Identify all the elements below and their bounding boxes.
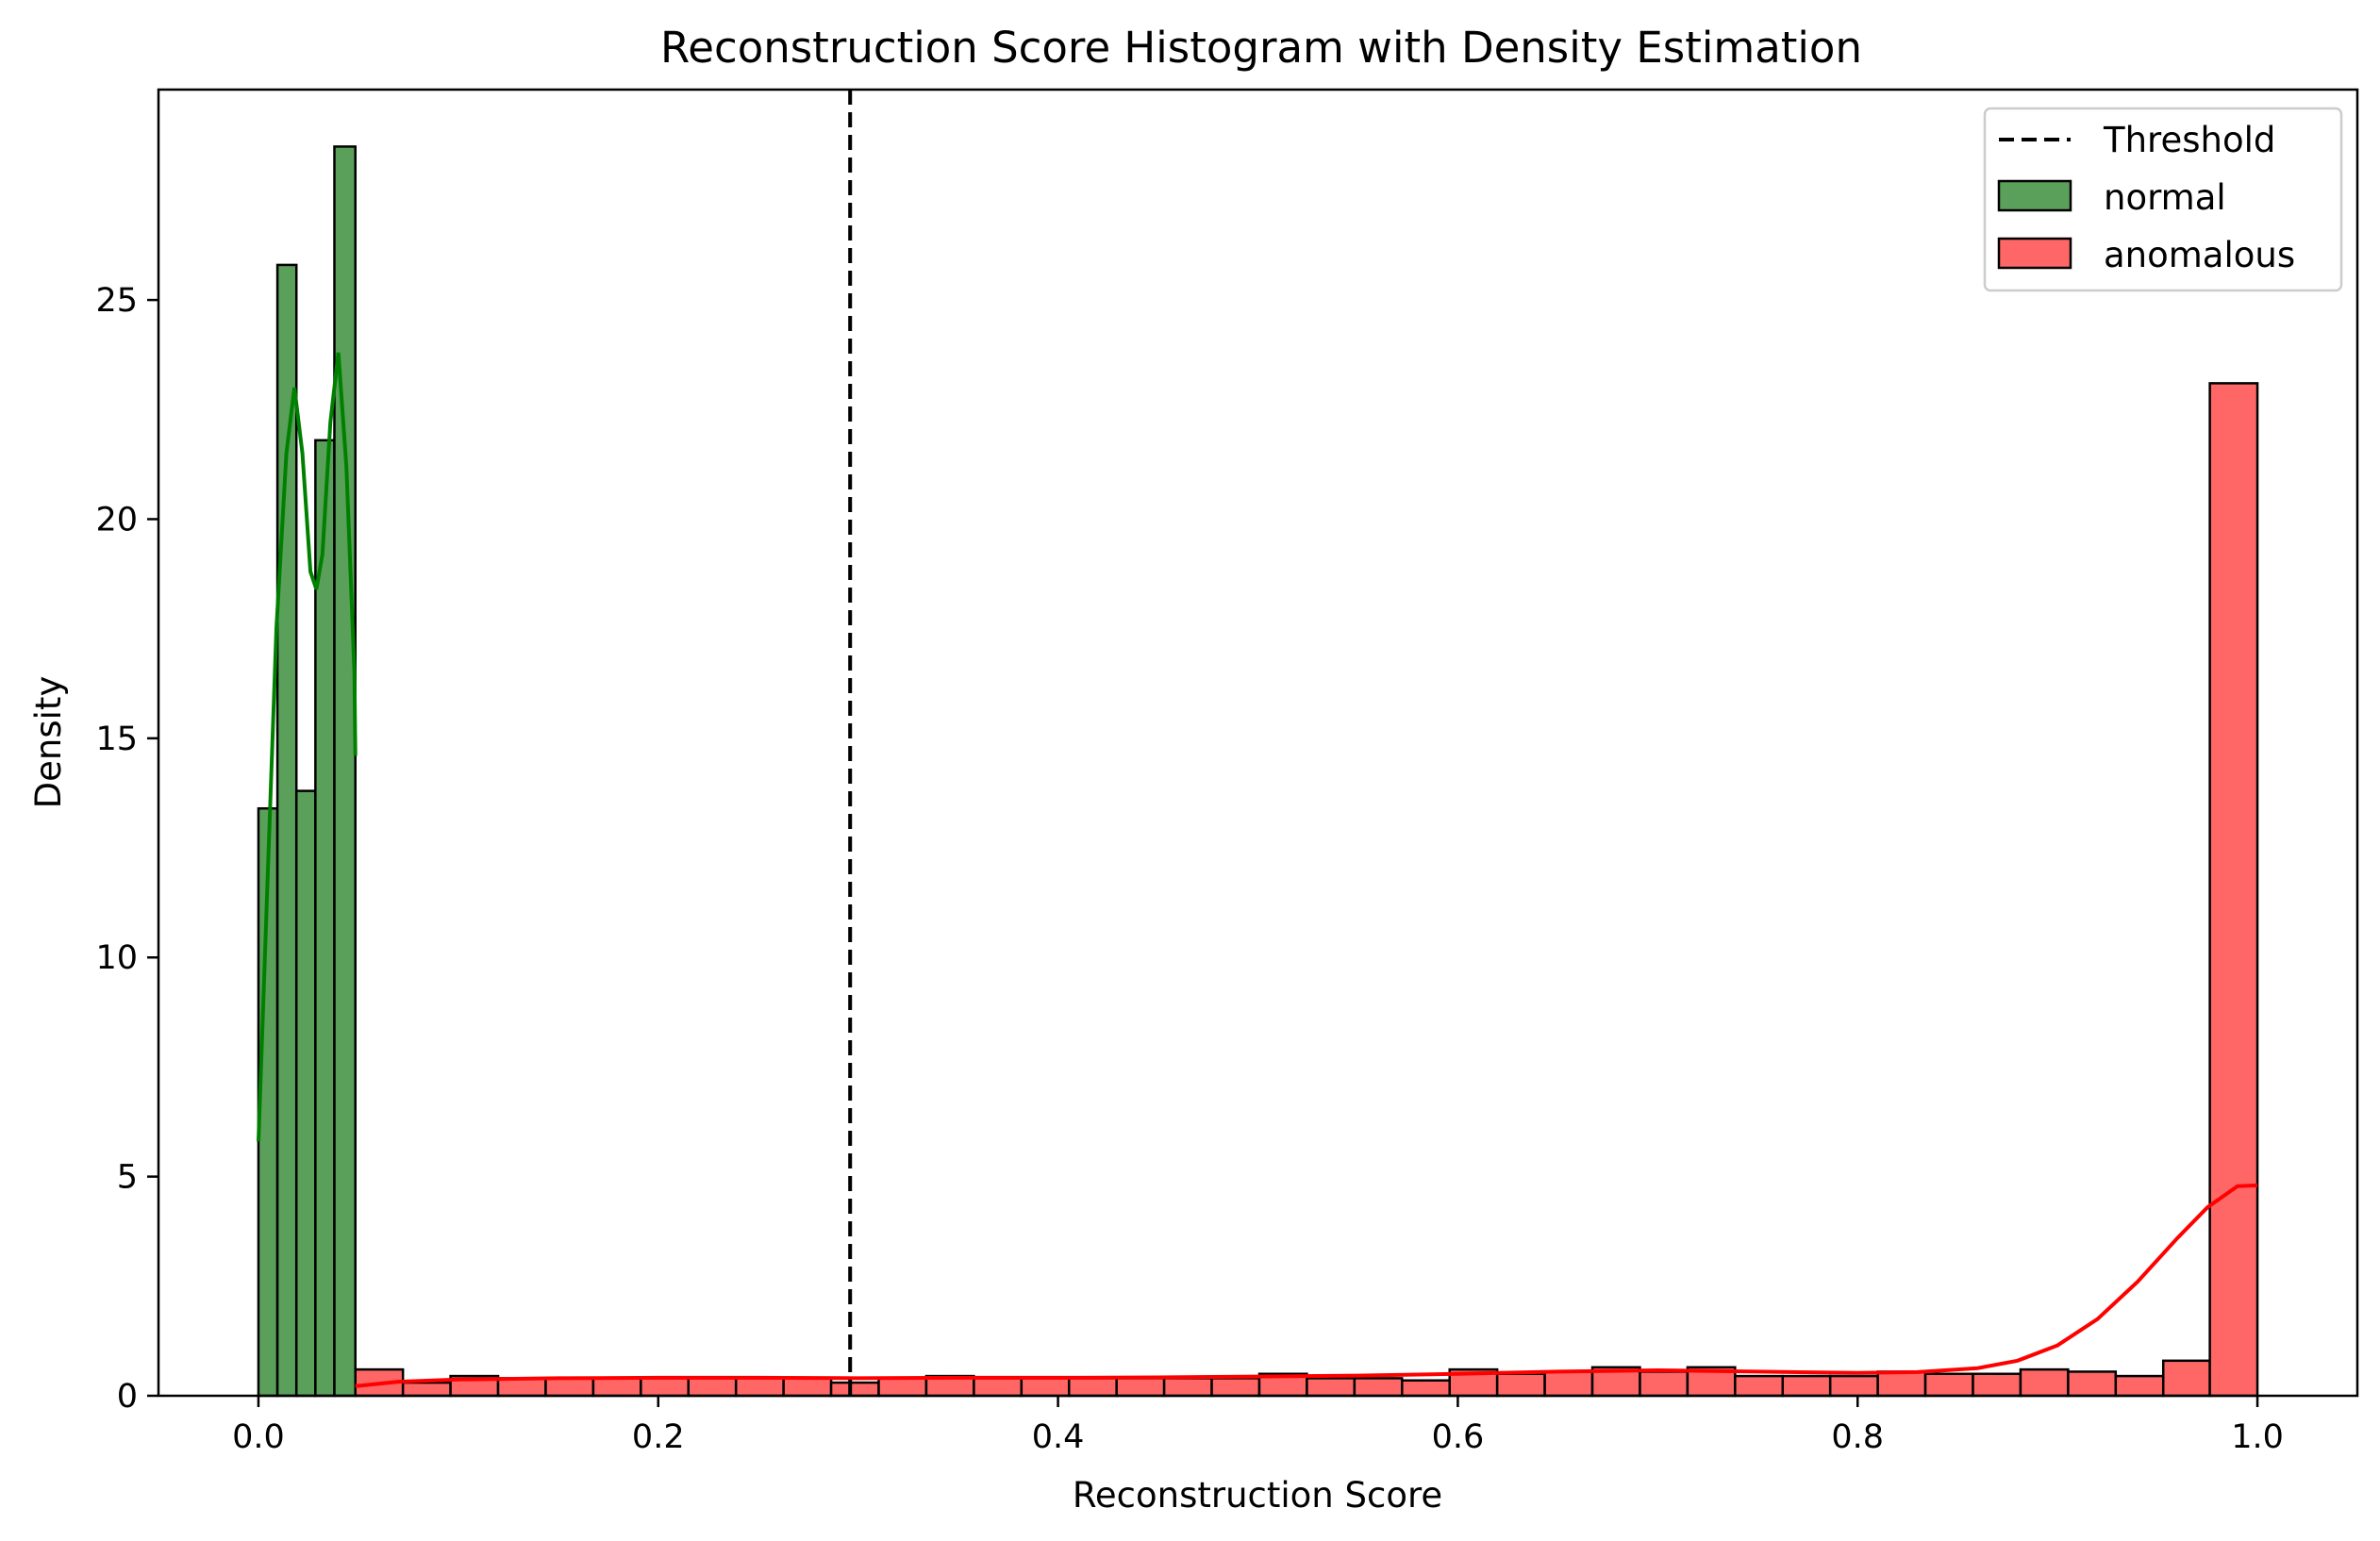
y-tick-label: 10 — [95, 939, 138, 977]
anomalous-bar — [1210, 1377, 1261, 1398]
normal-bars — [257, 145, 357, 1398]
legend-threshold-label: Threshold — [2103, 120, 2275, 160]
x-tick-label: 0.2 — [632, 1418, 685, 1456]
anomalous-bar — [973, 1377, 1024, 1398]
plot-area — [157, 88, 2359, 1398]
anomalous-bar — [496, 1377, 547, 1398]
anomalous-bar — [1734, 1374, 1785, 1398]
anomalous-bar — [640, 1377, 691, 1398]
plot-frame — [157, 88, 2359, 1398]
anomalous-bar — [1828, 1374, 1879, 1398]
y-axis-label: Density — [28, 676, 69, 809]
anomalous-bar — [1495, 1372, 1546, 1398]
y-tick-label: 15 — [95, 721, 138, 758]
anomalous-bar — [1543, 1370, 1594, 1398]
normal-bar — [294, 789, 317, 1398]
anomalous-bar — [1020, 1377, 1071, 1398]
legend-normal-label: normal — [2104, 177, 2226, 218]
anomalous-bar — [2114, 1374, 2165, 1398]
anomalous-bar — [401, 1381, 452, 1398]
anomalous-bar — [1781, 1374, 1832, 1398]
anomalous-bar — [687, 1377, 738, 1398]
anomalous-bar — [1401, 1379, 1451, 1398]
anomalous-bar — [1972, 1372, 2022, 1398]
x-axis: 0.0 0.2 0.4 0.6 0.8 1.0 — [232, 1396, 2284, 1456]
anomalous-bar — [2019, 1367, 2070, 1398]
y-tick-label: 25 — [95, 282, 138, 320]
anomalous-bar — [1115, 1377, 1166, 1398]
legend: Threshold normal anomalous — [1983, 107, 2343, 292]
anomalous-bar — [591, 1377, 642, 1398]
anomalous-bar — [782, 1377, 833, 1398]
x-axis-label: Reconstruction Score — [1073, 1475, 1442, 1516]
x-tick-label: 0.0 — [232, 1418, 285, 1456]
anomalous-bar — [1923, 1372, 1974, 1398]
y-tick-label: 5 — [117, 1159, 138, 1197]
x-tick-label: 0.8 — [1831, 1418, 1884, 1456]
anomalous-bar — [734, 1377, 785, 1398]
anomalous-bar — [877, 1377, 928, 1398]
anomalous-bar — [1876, 1370, 1927, 1398]
legend-box — [1983, 107, 2343, 292]
anomalous-bar — [2067, 1370, 2118, 1398]
anomalous-kde-line — [355, 1183, 2258, 1388]
y-tick-label: 20 — [95, 501, 138, 539]
y-tick-label: 0 — [117, 1378, 138, 1416]
anomalous-bar — [2161, 1359, 2211, 1398]
anomalous-bar — [2208, 382, 2259, 1398]
normal-bar — [333, 145, 357, 1398]
anomalous-bar — [1067, 1377, 1118, 1398]
y-axis: 0 5 10 15 20 25 — [95, 282, 158, 1416]
chart-title: Reconstruction Score Histogram with Dens… — [660, 23, 1862, 73]
legend-anomalous-swatch — [1997, 237, 2072, 270]
normal-kde-line — [257, 352, 358, 1142]
x-tick-label: 0.4 — [1032, 1418, 1085, 1456]
anomalous-bar — [1353, 1377, 1404, 1398]
anomalous-bars — [354, 382, 2259, 1398]
x-tick-label: 0.6 — [1432, 1418, 1485, 1456]
anomalous-bar — [1162, 1377, 1213, 1398]
x-tick-label: 1.0 — [2231, 1418, 2284, 1456]
anomalous-bar — [544, 1377, 595, 1398]
anomalous-bar — [829, 1381, 880, 1398]
legend-anomalous-label: anomalous — [2104, 235, 2295, 275]
anomalous-bar — [1639, 1370, 1689, 1398]
legend-normal-swatch — [1997, 179, 2072, 212]
anomalous-bar — [1306, 1377, 1356, 1398]
